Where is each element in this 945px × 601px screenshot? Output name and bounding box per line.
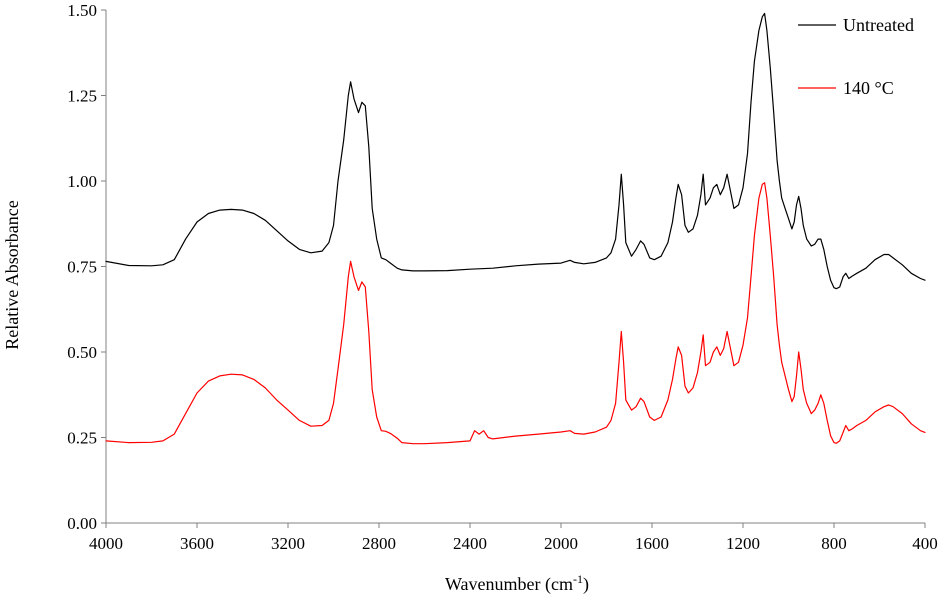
x-axis-title-superscript: -1 (573, 572, 583, 586)
y-tick-label: 0.00 (67, 514, 97, 533)
y-tick-label: 0.25 (67, 429, 97, 448)
y-tick-label: 1.25 (67, 87, 97, 106)
x-tick-label: 800 (821, 534, 847, 553)
x-axis: 4000 3600 3200 2800 2400 2000 1600 1200 800 400 (89, 522, 938, 553)
x-axis-title-main: Wavenumber (cm (445, 574, 573, 595)
series-line-0 (105, 12, 926, 290)
x-axis-title: Wavenumber (cm-1) (445, 572, 589, 595)
y-axis-title: Relative Absorbance (2, 200, 22, 349)
legend: Untreated 140 °C (798, 15, 914, 98)
x-tick-label: 1600 (635, 534, 669, 553)
x-tick-label: 400 (912, 534, 938, 553)
y-tick-label: 1.00 (67, 172, 97, 191)
series-line-1 (105, 182, 926, 445)
x-axis-title-close: ) (583, 574, 589, 595)
y-tick-label: 0.75 (67, 258, 97, 277)
y-tick-label: 0.50 (67, 343, 97, 362)
y-tick-label: 1.50 (67, 1, 97, 20)
x-tick-label: 3200 (271, 534, 305, 553)
legend-label-untreated: Untreated (843, 15, 914, 35)
x-tick-label: 3600 (180, 534, 214, 553)
x-tick-label: 1200 (726, 534, 760, 553)
x-tick-label: 2000 (544, 534, 578, 553)
x-tick-label: 2400 (453, 534, 487, 553)
y-axis: 0.00 0.25 0.50 0.75 1.00 1.25 1.50 (67, 1, 107, 533)
x-tick-label: 4000 (89, 534, 123, 553)
legend-label-140c: 140 °C (843, 78, 894, 98)
plot-area (105, 12, 926, 445)
x-tick-label: 2800 (362, 534, 396, 553)
